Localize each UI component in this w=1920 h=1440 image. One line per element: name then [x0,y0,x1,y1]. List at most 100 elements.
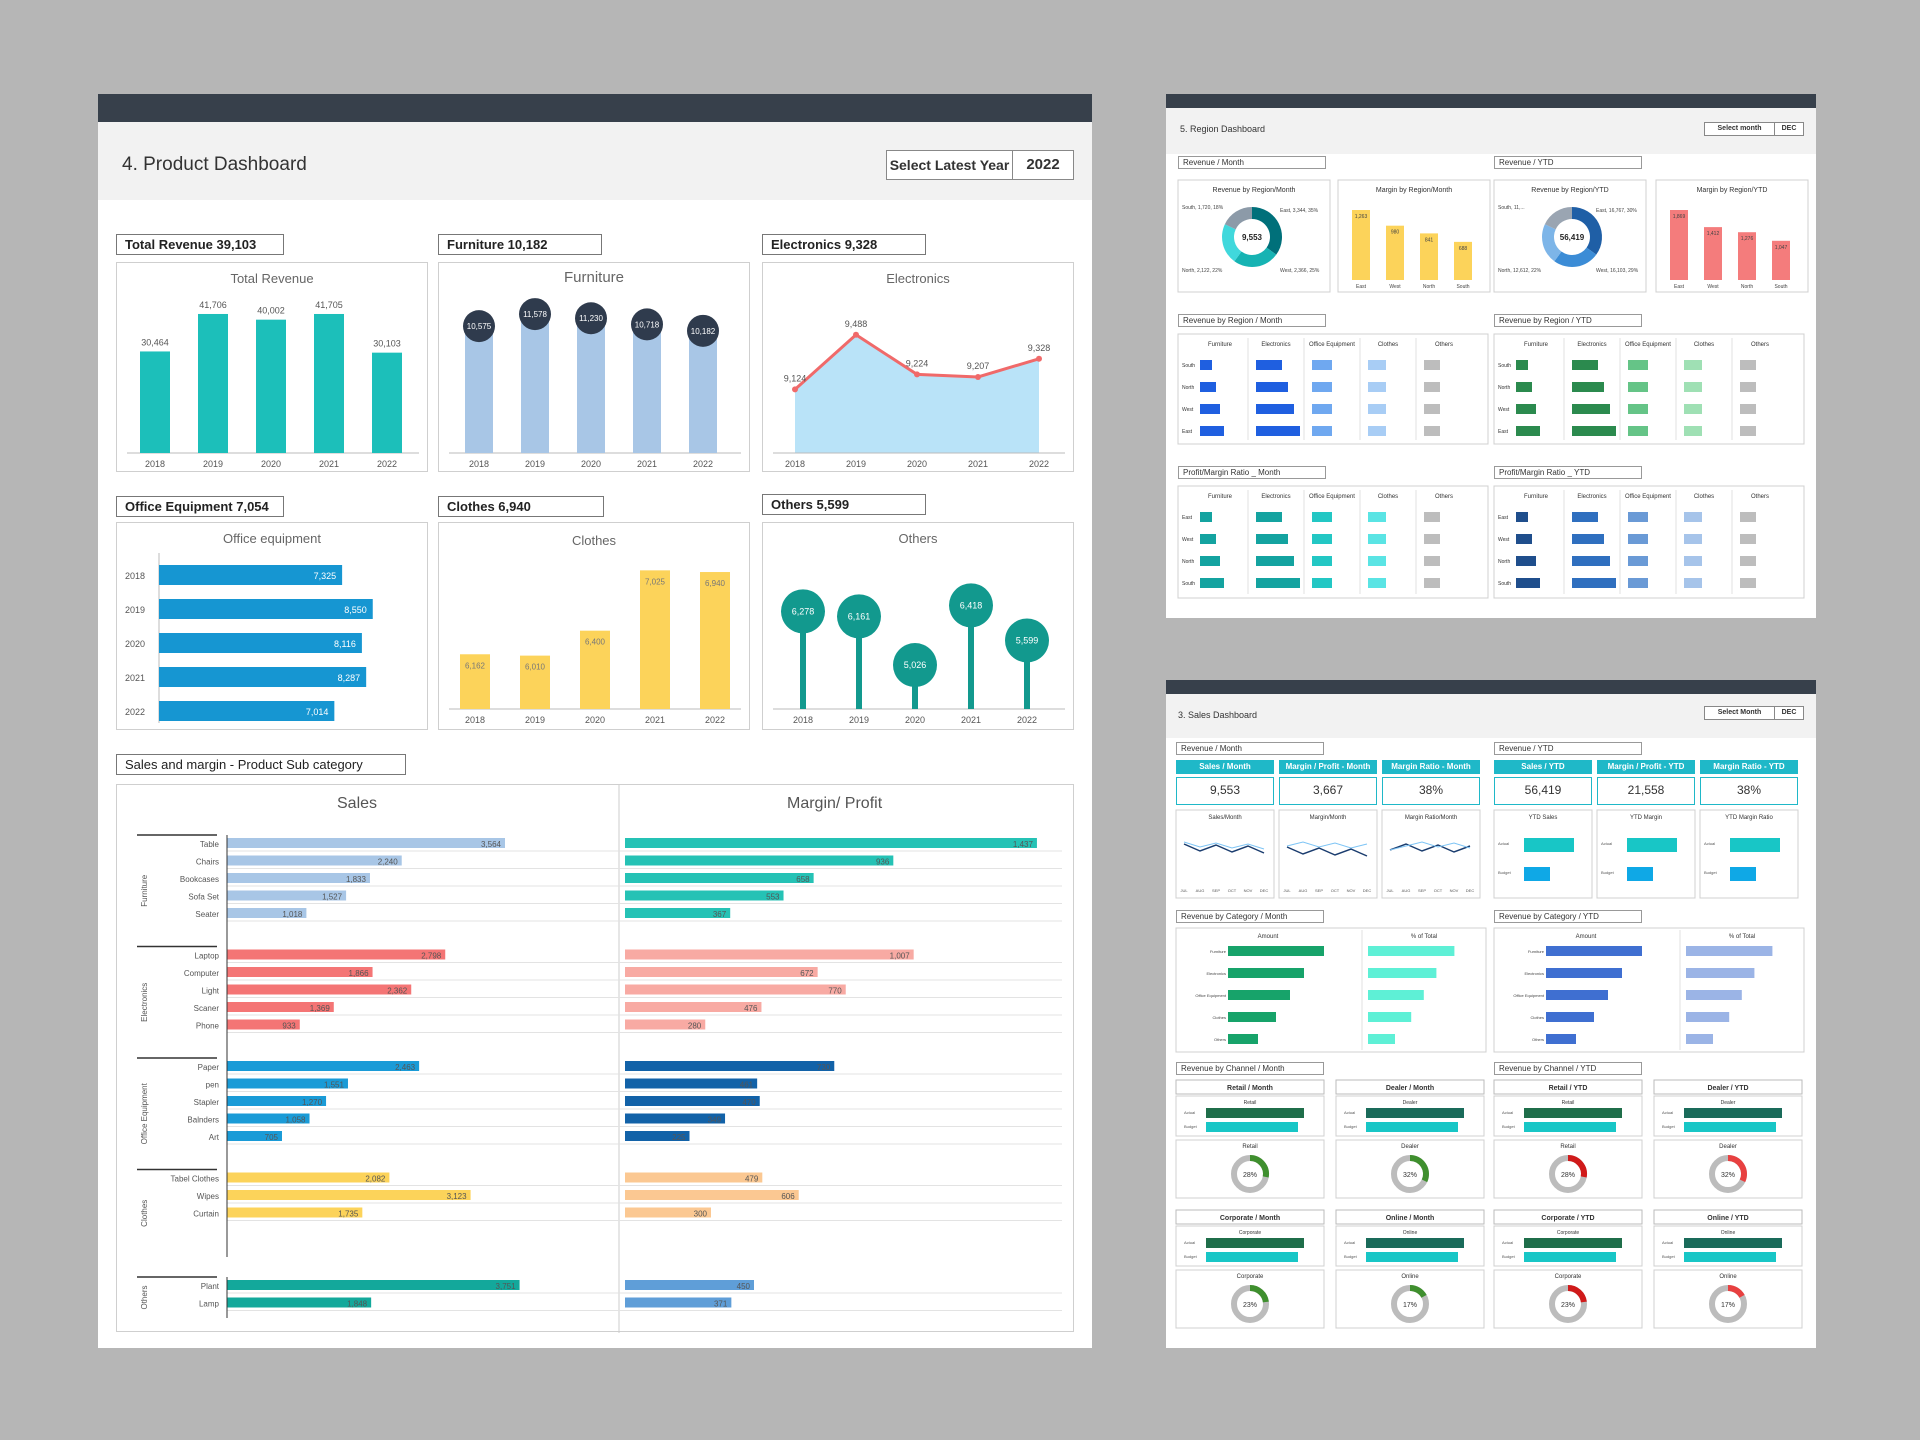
cell-bar [1684,556,1702,566]
margin-value-label: 349 [708,1116,722,1125]
sales-value-label: 1,833 [346,875,367,884]
category-ytd-label: Revenue by Category / YTD [1494,910,1642,923]
clothes-chart: 6,162 2018 6,010 2019 6,400 2020 7,025 2021 6,94… [449,570,741,725]
budget-bar [1524,1122,1616,1132]
subcategory-label: Chairs [196,858,219,867]
month-selector[interactable]: Select month DEC [1704,122,1804,136]
year-selector[interactable]: Select Latest Year 2022 [886,150,1074,180]
actual-label: Actual [1498,841,1509,846]
y-tick-label: 2019 [125,605,145,615]
x-tick-label: 2018 [793,715,813,725]
margin-value-label: 280 [688,1022,702,1031]
year-selector-value[interactable]: 2022 [1026,156,1060,173]
pct-bar [1686,968,1755,978]
x-tick-label: 2022 [705,715,725,725]
pct-bar [1686,1034,1713,1044]
cell-bar [1516,578,1540,588]
margin-bar [625,908,731,918]
cell-bar [1628,578,1648,588]
cell-bar [1200,382,1216,392]
cell-bar [1572,360,1598,370]
row-label: Furniture [1528,949,1545,954]
row-label: South [1498,581,1511,587]
x-tick-label: OCT [1434,888,1443,893]
x-tick-label: South [1774,284,1787,290]
cell-bar [1740,534,1756,544]
cell-bar [1572,578,1616,588]
donut-slice [1252,207,1282,255]
sales-value-label: 2,362 [387,987,408,996]
budget-label: Budget [1502,1254,1516,1259]
channel-name: Corporate [1557,1230,1579,1236]
bubble [575,302,607,335]
budget-bar [1684,1252,1776,1262]
chart-title: Clothes [571,533,617,548]
month-selector-label: Select Month [1705,707,1775,719]
actual-label: Actual [1502,1240,1513,1245]
x-tick-label: 2018 [145,459,165,469]
channel-name: Dealer [1403,1100,1418,1106]
gauge-title: Dealer [1719,1144,1737,1150]
actual-bar [1524,1108,1622,1118]
channel-header: Retail / Month [1227,1085,1273,1092]
margin-value-label: 606 [781,1192,795,1201]
group-label: Electronics [140,983,149,1022]
chart-title: Total Revenue [230,271,314,286]
chart-box [1177,333,1489,445]
chart-title: Electronics [886,271,950,286]
subcategory-label: Sales and margin - Product Sub category [116,754,406,775]
cell-bar [1312,556,1332,566]
cell-bar [1368,578,1386,588]
column-header: Office Equipment [1625,494,1671,500]
gauge-value: 23% [1561,1302,1575,1309]
bar [1738,232,1756,280]
sales-bar [227,1061,420,1071]
x-tick-label: West [1707,284,1719,290]
cell-bar [1368,382,1386,392]
bar-value-label: 41,705 [315,300,343,310]
bar-value-label: 8,287 [338,673,361,683]
month-selector-value[interactable]: DEC [1781,709,1797,716]
area [795,334,1039,453]
kpi-header: Margin / Profit - YTD [1597,760,1695,774]
amount-bar [1228,968,1304,978]
cell-bar [1516,556,1536,566]
amount-bar [1546,968,1622,978]
gauge-value: 32% [1403,1172,1417,1179]
category-month-label: Revenue by Category / Month [1176,910,1324,923]
margin-bar [625,1172,763,1183]
sales-bar [227,1280,520,1290]
subcategory-chart: 3,564 1,437 Table 2,240 936 Chairs 1,833 658 Boo… [137,785,1062,1333]
subcategory-label: Phone [196,1022,220,1031]
bar-value-label: 11,230 [579,314,603,323]
actual-bar [1366,1238,1464,1248]
subcategory-label: Lamp [199,1300,220,1309]
sales-bar [227,1002,334,1012]
row-label: North [1498,559,1510,565]
bar [314,313,344,453]
column-header: Clothes [1694,342,1714,348]
revenue-by-region-ytd-label: Revenue by Region / YTD [1494,314,1642,327]
amount-bar [1228,1034,1258,1044]
page-title: 4. Product Dashboard [122,154,307,175]
chart-title: YTD Margin Ratio [1725,815,1773,821]
cell-bar [1516,534,1532,544]
sales-month-selector[interactable]: Select Month DEC [1704,706,1804,720]
group-label: Clothes [140,1200,149,1227]
sales-value-label: 3,564 [481,840,502,849]
x-tick-label: JUL [1180,888,1188,893]
gauge-value: 17% [1403,1302,1417,1309]
bar [700,572,730,709]
kpi-header: Margin Ratio - YTD [1700,760,1798,774]
point-value-label: 6,161 [848,611,871,621]
point-value-label: 9,207 [967,361,990,371]
bar-value-label: 7,014 [306,707,329,717]
margin-value-label: 658 [796,875,810,884]
month-selector-value[interactable]: DEC [1781,125,1797,132]
pct-bar [1368,1012,1412,1022]
point [914,371,920,378]
bubble [463,310,495,343]
chart-title: Margin by Region/YTD [1697,187,1768,194]
bar [372,352,402,453]
row-label: Office Equipment [1195,993,1226,998]
